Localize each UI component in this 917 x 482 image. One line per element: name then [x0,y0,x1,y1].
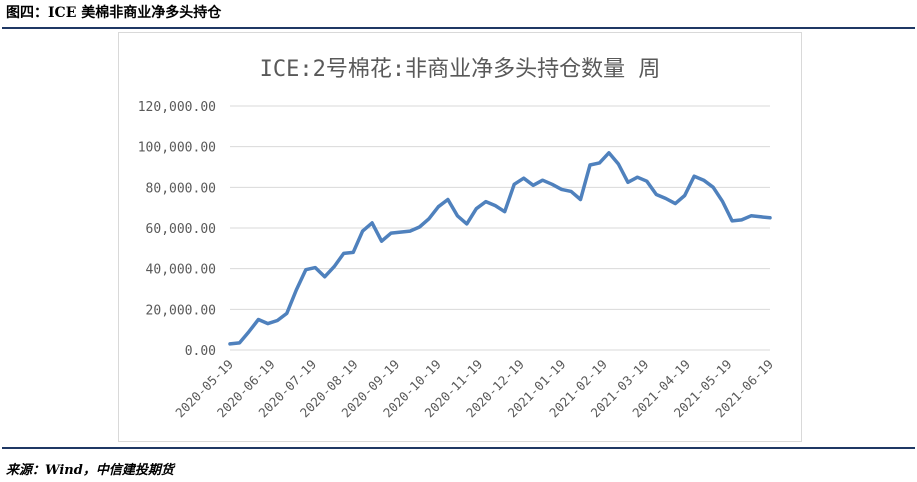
data-point [598,161,601,165]
figure-title: 图四：ICE 美棉非商业净多头持仓 [6,5,222,21]
data-point [418,225,421,229]
data-point [607,151,611,154]
data-point [494,204,497,207]
data-point [446,198,450,201]
y-tick-label: 100,000.00 [138,141,216,156]
bottom-rule [2,447,915,449]
source-note: 来源：Wind，中信建投期货 [6,463,174,478]
data-point [711,186,715,189]
data-point [749,214,753,217]
y-tick-label: 0.00 [185,344,216,359]
y-tick-label: 20,000.00 [146,303,216,318]
top-rule [2,27,915,29]
data-point [579,198,582,201]
data-point [550,183,554,186]
data-point [351,251,355,254]
y-tick-label: 40,000.00 [146,263,216,278]
data-point [380,240,383,243]
data-point [333,265,336,268]
data-point [323,275,326,278]
y-tick-label: 60,000.00 [146,222,216,237]
data-point [740,218,743,222]
y-tick-label: 80,000.00 [146,181,216,196]
data-point [768,216,772,220]
data-point [721,200,724,203]
data-point [408,229,412,233]
data-point [503,210,506,213]
data-point [645,180,649,183]
data-point [531,184,535,187]
data-point [541,179,544,182]
x-axis-ticks: 2020-05-192020-06-192020-07-192020-08-19… [172,357,776,421]
data-point [370,221,374,225]
data-point [626,181,630,184]
data-point [437,205,440,208]
data-point [361,229,364,233]
data-point [759,215,762,219]
data-point [465,222,469,226]
net-long-series-line [228,151,772,346]
data-point [399,230,402,234]
data-point [247,330,251,333]
data-point [276,319,279,322]
data-point [522,176,525,180]
data-point [295,288,298,292]
data-point [560,188,563,191]
data-point [342,252,345,255]
data-point [257,318,260,321]
gridlines [230,105,770,351]
y-axis-ticks: 0.00 20,000.00 40,000.00 60,000.00 80,000.00… [138,100,216,359]
data-point [617,162,620,166]
data-point [475,207,478,210]
data-point [693,174,696,178]
y-tick-label: 120,000.00 [138,100,216,115]
data-point [266,322,270,325]
data-point [314,266,317,269]
data-point [702,179,705,182]
data-point [683,194,686,197]
data-point [484,200,487,203]
data-point [228,342,232,346]
data-point [513,183,516,186]
data-point [664,197,667,200]
chart-frame [118,32,802,442]
chart-title: ICE:2号棉花:非商业净多头持仓数量 周 [260,57,661,82]
data-point [655,193,658,196]
data-point [636,175,639,179]
data-point [238,341,241,345]
data-point [588,163,592,167]
data-point [569,190,573,193]
series-layer [228,151,772,346]
data-point [389,231,393,235]
data-point [285,312,289,315]
data-point [304,268,307,271]
data-point [674,202,677,205]
data-point [456,214,459,217]
data-point [427,217,431,221]
data-point [730,219,734,223]
